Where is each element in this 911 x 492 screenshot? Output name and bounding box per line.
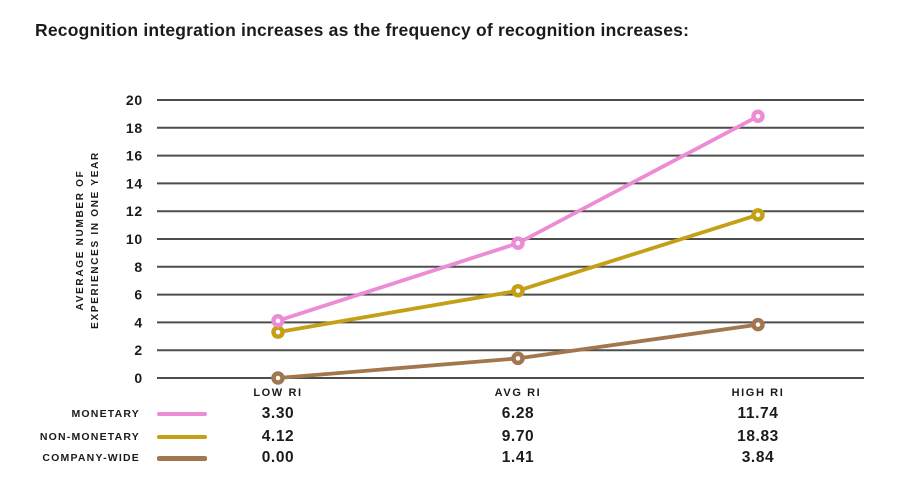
table-value: 0.00 — [261, 449, 295, 466]
y-tick-label: 4 — [134, 314, 143, 330]
data-point-monetary — [751, 109, 765, 124]
legend-swatch-non-monetary — [157, 434, 207, 439]
y-tick-label: 20 — [126, 92, 143, 108]
series-line-company-wide — [277, 322, 759, 380]
x-axis-label: AVG RI — [495, 387, 542, 399]
data-point-company-wide — [751, 317, 765, 332]
data-point-non-monetary — [751, 208, 765, 222]
y-tick-label: 12 — [126, 203, 143, 219]
table-value: 1.41 — [501, 449, 535, 466]
table-value: 18.83 — [737, 427, 779, 445]
table-value: 9.70 — [501, 427, 535, 445]
data-point-monetary — [511, 236, 525, 250]
y-tick-label: 18 — [126, 120, 143, 136]
legend-row-monetary: MONETARY 3.30 6.28 11.74 — [0, 404, 911, 424]
legend-label-monetary: MONETARY — [71, 407, 140, 420]
legend-swatch-monetary — [157, 411, 207, 416]
x-axis-label: HIGH RI — [732, 387, 785, 399]
data-point-company-wide — [511, 351, 525, 366]
page-title: Recognition integration increases as the… — [35, 20, 690, 40]
table-value: 11.74 — [737, 404, 779, 422]
data-point-non-monetary — [271, 325, 285, 339]
legend-swatch-company-wide — [157, 456, 207, 461]
table-value: 6.28 — [501, 404, 535, 422]
legend-label-non-monetary: NON-MONETARY — [39, 430, 140, 443]
data-point-company-wide — [271, 371, 285, 385]
y-tick-label: 2 — [134, 342, 143, 358]
legend-row-non-monetary: NON-MONETARY 4.12 9.70 18.83 — [0, 427, 911, 447]
data-point-monetary — [271, 313, 285, 328]
x-axis-label: LOW RI — [253, 387, 302, 399]
data-point-non-monetary — [511, 283, 525, 298]
legend-row-company-wide: COMPANY-WIDE 0.00 1.41 3.84 — [0, 448, 911, 468]
y-tick-label: 0 — [134, 370, 143, 386]
y-tick-label: 10 — [126, 231, 143, 247]
series-line-non-monetary — [277, 213, 759, 335]
y-tick-label: 8 — [134, 259, 143, 275]
table-value: 3.84 — [741, 449, 775, 466]
legend-label-company-wide: COMPANY-WIDE — [42, 452, 140, 464]
y-tick-label: 6 — [134, 287, 143, 303]
table-value: 4.12 — [261, 427, 295, 445]
table-value: 3.30 — [261, 404, 295, 422]
y-tick-label: 14 — [126, 175, 143, 191]
y-tick-label: 16 — [126, 148, 143, 164]
